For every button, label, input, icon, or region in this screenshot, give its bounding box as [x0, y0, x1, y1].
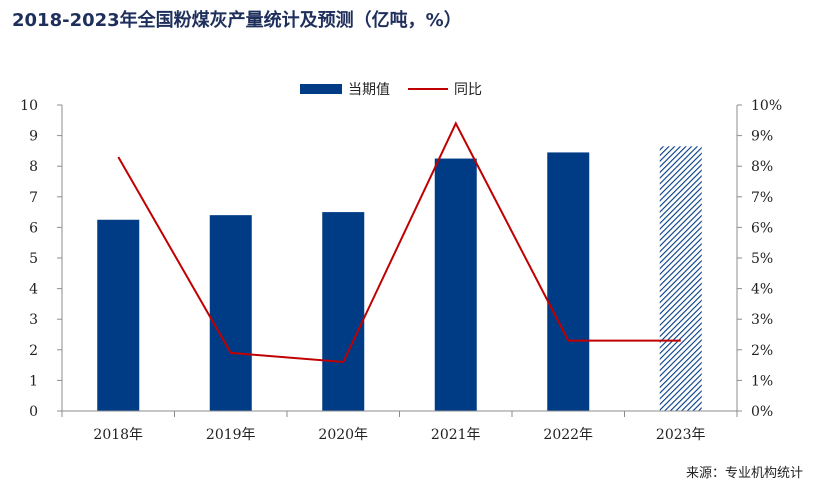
- y-right-tick-label: 8%: [751, 159, 773, 175]
- line-group: [117, 121, 681, 364]
- y-left-tick-label: 9: [29, 129, 38, 145]
- bar: [97, 219, 140, 411]
- x-tick-label: 2020年: [318, 427, 368, 443]
- source-note: 来源：专业机构统计: [685, 466, 803, 481]
- y-right-tick-label: 3%: [751, 312, 773, 328]
- y-left-tick-label: 7: [29, 190, 38, 206]
- y-left-tick-label: 5: [29, 251, 38, 267]
- y-right-tick-label: 1%: [751, 373, 773, 389]
- bar: [547, 152, 590, 411]
- y-left-tick-label: 0: [29, 404, 38, 420]
- y-right-tick-label: 10%: [751, 98, 782, 114]
- x-tick-label: 2018年: [93, 427, 143, 443]
- bar: [322, 212, 365, 411]
- legend-line-label: 同比: [454, 82, 482, 98]
- bar: [434, 158, 477, 411]
- y-right-tick-label: 5%: [751, 251, 773, 267]
- legend: 当期值 同比: [300, 82, 482, 98]
- y-right-tick-label: 2%: [751, 343, 773, 359]
- legend-bar-label: 当期值: [348, 82, 390, 98]
- legend-bar-swatch: [300, 84, 342, 94]
- y-right-tick-label: 0%: [751, 404, 773, 420]
- bar: [209, 215, 252, 411]
- yoy-line: [117, 121, 681, 364]
- axes-group: 0 1 2 3 4 5 6 7 8 9 10 0% 1% 2% 3% 4% 5% 6% 7% 8% 9% 10% 2018年…: [20, 98, 782, 443]
- y-left-tick-label: 8: [29, 159, 38, 175]
- y-right-tick-label: 6%: [751, 220, 773, 236]
- y-right-tick-label: 4%: [751, 282, 773, 298]
- x-tick-label: 2021年: [431, 427, 481, 443]
- x-tick-label: 2022年: [543, 427, 593, 443]
- y-left-tick-label: 2: [29, 343, 38, 359]
- y-left-tick-label: 10: [20, 98, 38, 114]
- x-tick-label: 2023年: [656, 427, 706, 443]
- chart-title: 2018-2023年全国粉煤灰产量统计及预测（亿吨，%）: [12, 10, 462, 31]
- y-left-tick-label: 6: [29, 220, 38, 236]
- y-right-tick-label: 7%: [751, 190, 773, 206]
- bar-forecast: [659, 146, 702, 411]
- bars-group: [97, 146, 702, 411]
- y-left-tick-label: 4: [29, 282, 38, 298]
- x-tick-label: 2019年: [206, 427, 256, 443]
- y-left-tick-label: 3: [29, 312, 38, 328]
- y-right-tick-label: 9%: [751, 129, 773, 145]
- y-left-tick-label: 1: [29, 373, 38, 389]
